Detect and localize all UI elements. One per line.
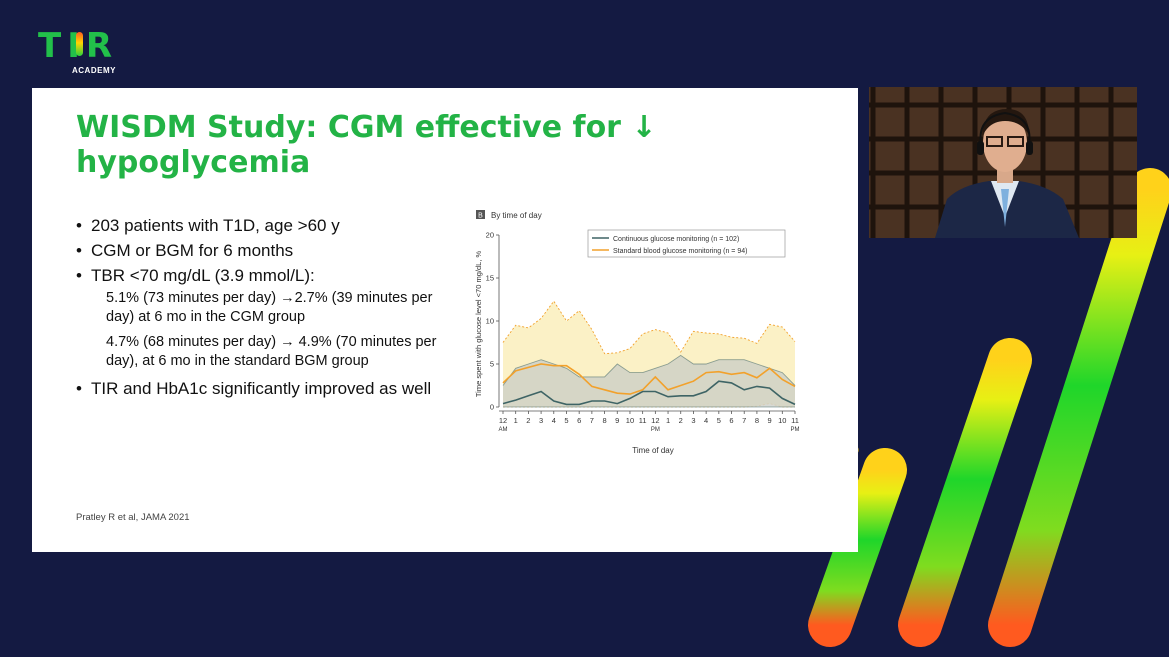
x-tick-label: 7 (590, 416, 594, 425)
x-tick-label: 1 (666, 416, 670, 425)
x-tick-label: 11 (639, 416, 647, 425)
legend-label-bgm: Standard blood glucose monitoring (n = 9… (613, 248, 747, 255)
logo-i-gradient-icon (76, 32, 83, 56)
sub-bullet-item: 4.7% (68 minutes per day) → 4.9% (70 min… (106, 334, 437, 369)
presenter-webcam (869, 87, 1137, 238)
x-tick-sublabel: PM (791, 427, 800, 433)
ci-upper-line (502, 300, 796, 355)
x-tick-label: 3 (539, 416, 543, 425)
y-tick-label: 5 (490, 360, 494, 369)
x-tick-label: 8 (755, 416, 759, 425)
bullet-item: 203 patients with T1D, age >60 y (74, 214, 444, 238)
x-tick-label: 4 (552, 416, 556, 425)
sub-bullet-item: 5.1% (73 minutes per day) →2.7% (39 minu… (106, 290, 433, 325)
x-tick-label: 10 (626, 416, 634, 425)
legend: Continuous glucose monitoring (n = 102) … (587, 229, 786, 258)
x-tick-label: 9 (768, 416, 772, 425)
legend-label-cgm: Continuous glucose monitoring (n = 102) (613, 236, 739, 243)
legend-box (587, 229, 786, 258)
slide: WISDM Study: CGM effective for ↓ hypogly… (32, 88, 858, 552)
x-axis-label: Time of day (632, 446, 674, 455)
x-tick-label: 6 (577, 416, 581, 425)
bullet-list: 203 patients with T1D, age >60 y CGM or … (74, 214, 444, 402)
x-tick-label: 11 (791, 416, 799, 425)
ci-upper-line (502, 354, 796, 386)
logo-text: TIR (38, 26, 118, 66)
slide-title: WISDM Study: CGM effective for ↓ hypogly… (76, 110, 657, 180)
panel-label: B (478, 213, 483, 220)
x-tick-label: 9 (615, 416, 619, 425)
ci-band (503, 355, 795, 407)
y-tick-label: 0 (490, 403, 494, 412)
bullet-item: TIR and HbA1c significantly improved as … (74, 377, 444, 401)
panel-title: By time of day (491, 211, 542, 220)
panel-label-box (476, 210, 485, 219)
series-line (502, 363, 796, 395)
y-tick-label: 15 (486, 274, 494, 283)
x-tick-label: 10 (778, 416, 786, 425)
tir-logo: TIR ACADEMY (38, 26, 128, 76)
x-tick-label: 7 (742, 416, 746, 425)
y-axis-label: Time spent with glucose level <70 mg/dL,… (474, 251, 483, 398)
x-tick-label: 1 (514, 416, 518, 425)
x-tick-label: 12 (651, 416, 659, 425)
tbr-time-of-day-chart: B By time of day Time spent with glucose… (474, 210, 800, 455)
y-tick-label: 20 (486, 231, 494, 240)
x-tick-label: 8 (602, 416, 606, 425)
x-tick-label: 3 (691, 416, 695, 425)
logo-subtitle: ACADEMY (72, 66, 116, 75)
x-tick-label: 4 (704, 416, 708, 425)
x-tick-sublabel: AM (499, 427, 508, 433)
x-tick-label: 12 (499, 416, 507, 425)
x-tick-label: 5 (717, 416, 721, 425)
y-tick-label: 10 (486, 317, 494, 326)
citation: Pratley R et al, JAMA 2021 (76, 512, 190, 523)
x-tick-label: 2 (679, 416, 683, 425)
presenter-video-icon (869, 87, 1137, 238)
bullet-item: CGM or BGM for 6 months (74, 239, 444, 263)
x-tick-label: 2 (526, 416, 530, 425)
x-tick-label: 6 (729, 416, 733, 425)
series-line (502, 380, 796, 406)
bullet-item: TBR <70 mg/dL (3.9 mmol/L): (74, 264, 444, 288)
x-tick-sublabel: PM (651, 427, 660, 433)
x-tick-label: 5 (564, 416, 568, 425)
